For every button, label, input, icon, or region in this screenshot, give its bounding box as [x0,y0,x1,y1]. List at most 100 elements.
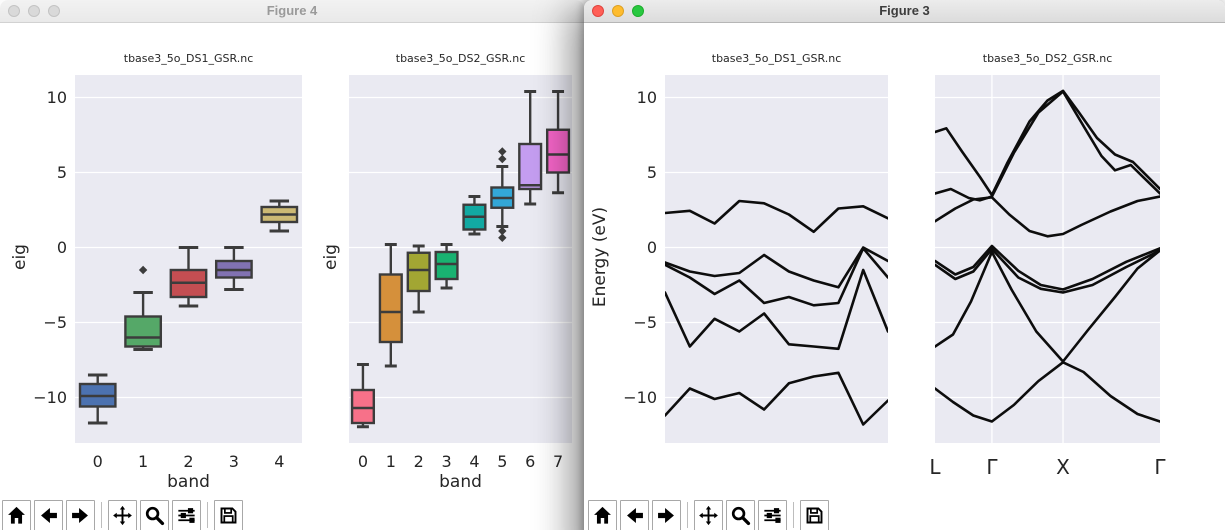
titlebar-figure4[interactable]: Figure 4 [0,0,584,23]
zoom-icon [731,506,751,526]
box-band-2 [406,251,431,293]
outlier-diamond [138,265,148,275]
x-tick-label: 1 [385,452,396,471]
kpoint-tick-label: Γ [1154,455,1166,479]
home-button[interactable] [2,500,31,530]
band-1-line [663,268,890,351]
figure4-toolbar [2,500,243,530]
plot-area[interactable] [349,75,572,443]
y-tick-label: 5 [56,162,67,182]
zoom-button[interactable] [726,500,755,530]
pan-button[interactable] [694,500,723,530]
window-title: Figure 3 [879,3,930,18]
x-tick-label: 5 [497,452,508,471]
toolbar-separator [207,502,208,528]
box-band-0 [350,388,376,425]
valence-1-line [933,360,1162,423]
outlier-diamond [498,147,507,156]
subplot-title: tbase3_5o_DS2_GSR.nc [982,52,1113,65]
y-axis-label: Energy (eV) [590,206,610,308]
x-tick-label: 1 [138,452,149,471]
back-icon [627,508,643,523]
plot-canvas [663,96,890,426]
zoom-button[interactable] [48,5,60,17]
y-tick-label: 5 [646,162,657,182]
outlier-diamond [498,154,507,164]
save-button[interactable] [214,500,243,530]
kpoint-tick-label: Γ [986,455,998,479]
titlebar-figure3[interactable]: Figure 3 [584,0,1225,23]
home-button[interactable] [588,500,617,530]
plot-canvas [933,75,1162,443]
valence-3-line [933,244,1162,291]
valence-4-line [933,247,1162,294]
kpoint-tick-label: X [1056,455,1070,479]
save-icon [806,507,823,524]
pan-icon [113,505,132,526]
box-band-1 [378,273,403,344]
toolbar-separator [101,502,102,528]
pan-button[interactable] [108,500,137,530]
save-icon [220,507,237,524]
x-tick-label: 4 [469,452,480,471]
window-figure3[interactable]: Figure 3 tbase3_5o_DS1_GSR.nc tbase3_5o_… [584,0,1225,530]
x-tick-label: 3 [441,452,452,471]
back-button[interactable] [620,500,649,530]
box-band-7 [545,128,571,174]
band-4-line [663,199,890,234]
y-tick-label: 10 [46,87,67,107]
conduction-1-line [933,195,1162,238]
zoom-button[interactable] [632,5,644,17]
x-tick-label: 6 [525,452,536,471]
y-tick-label: 0 [56,237,67,257]
outlier-diamond [498,226,507,236]
y-tick-label: 0 [646,237,657,257]
plot-canvas [75,96,302,425]
forward-button[interactable] [66,500,95,530]
y-tick-label: −5 [43,312,67,332]
x-tick-label: 2 [183,452,194,471]
minimize-button[interactable] [28,5,40,17]
x-tick-label: 4 [274,452,285,471]
x-tick-label: 0 [92,452,103,471]
toolbar-separator [687,502,688,528]
minimize-button[interactable] [612,5,624,17]
subplot-title: tbase3_5o_DS1_GSR.nc [711,52,842,65]
band-0-line [663,371,890,426]
zoom-icon [145,506,165,526]
subplots-icon [178,508,195,523]
x-tick-label: 3 [228,452,239,471]
subplot-title: tbase3_5o_DS2_GSR.nc [395,52,526,65]
zoom-button[interactable] [140,500,169,530]
y-tick-label: 10 [636,87,657,107]
forward-button[interactable] [652,500,681,530]
plot-area[interactable] [663,75,890,443]
subplots-button[interactable] [758,500,787,530]
box-band-3 [434,250,459,281]
figure3-toolbar [588,500,829,530]
window-figure4[interactable]: Figure 4 tbase3_5o_DS1_GSR.nc tbase3_5o_… [0,0,584,530]
save-button[interactable] [800,500,829,530]
back-icon [41,508,57,523]
plot-area[interactable] [933,75,1162,443]
subplots-button[interactable] [172,500,201,530]
outlier-diamond [498,233,507,242]
close-button[interactable] [8,5,20,17]
band-2-line [663,247,890,307]
x-tick-label: 0 [357,452,369,471]
plot-canvas [349,90,572,429]
home-icon [594,506,611,524]
box-band-1 [124,315,163,348]
plot-area[interactable] [75,75,302,443]
subplots-icon [764,508,781,523]
y-tick-label: −10 [33,387,67,407]
forward-icon [72,508,88,523]
back-button[interactable] [34,500,63,530]
close-button[interactable] [592,5,604,17]
kpoint-tick-label: L [929,455,941,479]
traffic-lights [8,5,60,17]
subplot-title: tbase3_5o_DS1_GSR.nc [123,52,254,65]
x-axis-label: band [167,472,210,492]
home-icon [8,506,25,524]
